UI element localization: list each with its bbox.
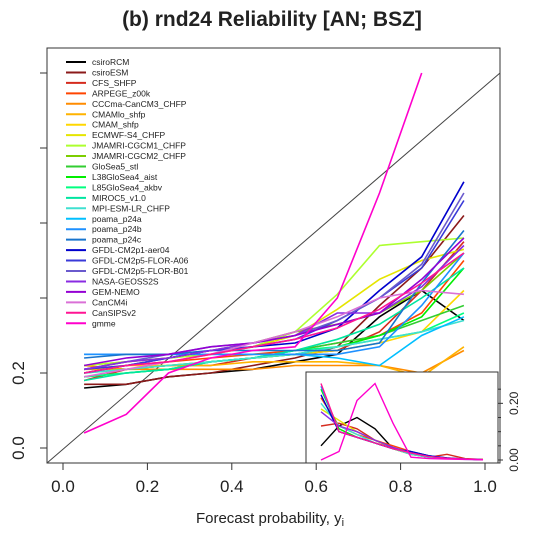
legend-label: poama_p24c: [92, 235, 142, 245]
x-tick-label: 0.2: [136, 477, 160, 496]
legend-label: CanSIPSv2: [92, 308, 136, 318]
legend-label: CFS_SHFP: [92, 78, 137, 88]
legend-label: GFDL-CM2p5-FLOR-A06: [92, 256, 189, 266]
inset-series-line-10: [320, 382, 484, 461]
inset-tick-label: 0.20: [507, 391, 521, 415]
legend-label: ECMWF-S4_CHFP: [92, 130, 166, 140]
x-tick-label: 1.0: [473, 477, 497, 496]
legend-label: MPI-ESM-LR_CHFP: [92, 203, 170, 213]
series-line-24: [83, 252, 465, 374]
legend-label: ARPEGE_z00k: [92, 88, 151, 98]
series-line-17: [84, 229, 465, 359]
legend-label: MIROC5_v1.0: [92, 193, 146, 203]
legend-label: CCCma-CanCM3_CHFP: [92, 99, 187, 109]
legend-label: NASA-GEOSS2S: [92, 276, 159, 286]
x-axis: 0.0 0.2 0.4 0.6 0.8 1.0: [51, 463, 497, 496]
legend-label: gmme: [92, 318, 116, 328]
legend-label: CMAM_shfp: [92, 120, 139, 130]
inset-frame: [305, 371, 499, 464]
legend-label: CMAMlo_shfp: [92, 109, 146, 119]
legend-label: L38GloSea4_aist: [92, 172, 158, 182]
series-line-25: [83, 72, 423, 434]
diagonal-layer: [46, 72, 501, 464]
legend: csiroRCMcsiroESMCFS_SHFPARPEGE_z00kCCCma…: [66, 57, 189, 328]
plot-frame: [46, 47, 501, 464]
series-line-23: [83, 289, 464, 378]
legend-label: csiroESM: [92, 67, 128, 77]
x-tick-label: 0.0: [51, 477, 75, 496]
inset-plot: 0.00 0.20: [305, 371, 521, 472]
y-tick-label: 0.2: [9, 361, 28, 385]
chart-title: (b) rnd24 Reliability [AN; BSZ]: [122, 8, 422, 31]
legend-label: poama_p24a: [92, 214, 142, 224]
series-layer: [83, 72, 465, 434]
x-tick-label: 0.8: [389, 477, 413, 496]
x-axis-label: Forecast probability, yi: [196, 510, 344, 529]
y-axis: 0.0 0.2: [9, 72, 47, 460]
y-tick-label: 0.0: [9, 436, 28, 460]
legend-label: JMAMRI-CGCM1_CHFP: [92, 141, 186, 151]
legend-label: JMAMRI-CGCM2_CHFP: [92, 151, 186, 161]
x-axis-label-text: Forecast probability, y: [196, 510, 342, 527]
legend-label: GFDL-CM2p5-FLOR-B01: [92, 266, 189, 276]
x-tick-label: 0.4: [220, 477, 244, 496]
legend-label: poama_p24b: [92, 224, 142, 234]
legend-label: CanCM4i: [92, 297, 128, 307]
inset-tick-label: 0.00: [507, 448, 521, 472]
legend-label: GFDL-CM2p1-aer04: [92, 245, 170, 255]
legend-label: GEM-NEMO: [92, 287, 140, 297]
legend-label: L85GloSea4_akbv: [92, 182, 163, 192]
diagonal-line: [46, 72, 501, 464]
x-axis-label-subscript: i: [342, 517, 344, 529]
x-tick-label: 0.6: [304, 477, 328, 496]
series-line-4: [84, 349, 465, 374]
legend-label: GloSea5_stl: [92, 162, 138, 172]
legend-label: csiroRCM: [92, 57, 129, 67]
series-line-14: [84, 319, 465, 374]
